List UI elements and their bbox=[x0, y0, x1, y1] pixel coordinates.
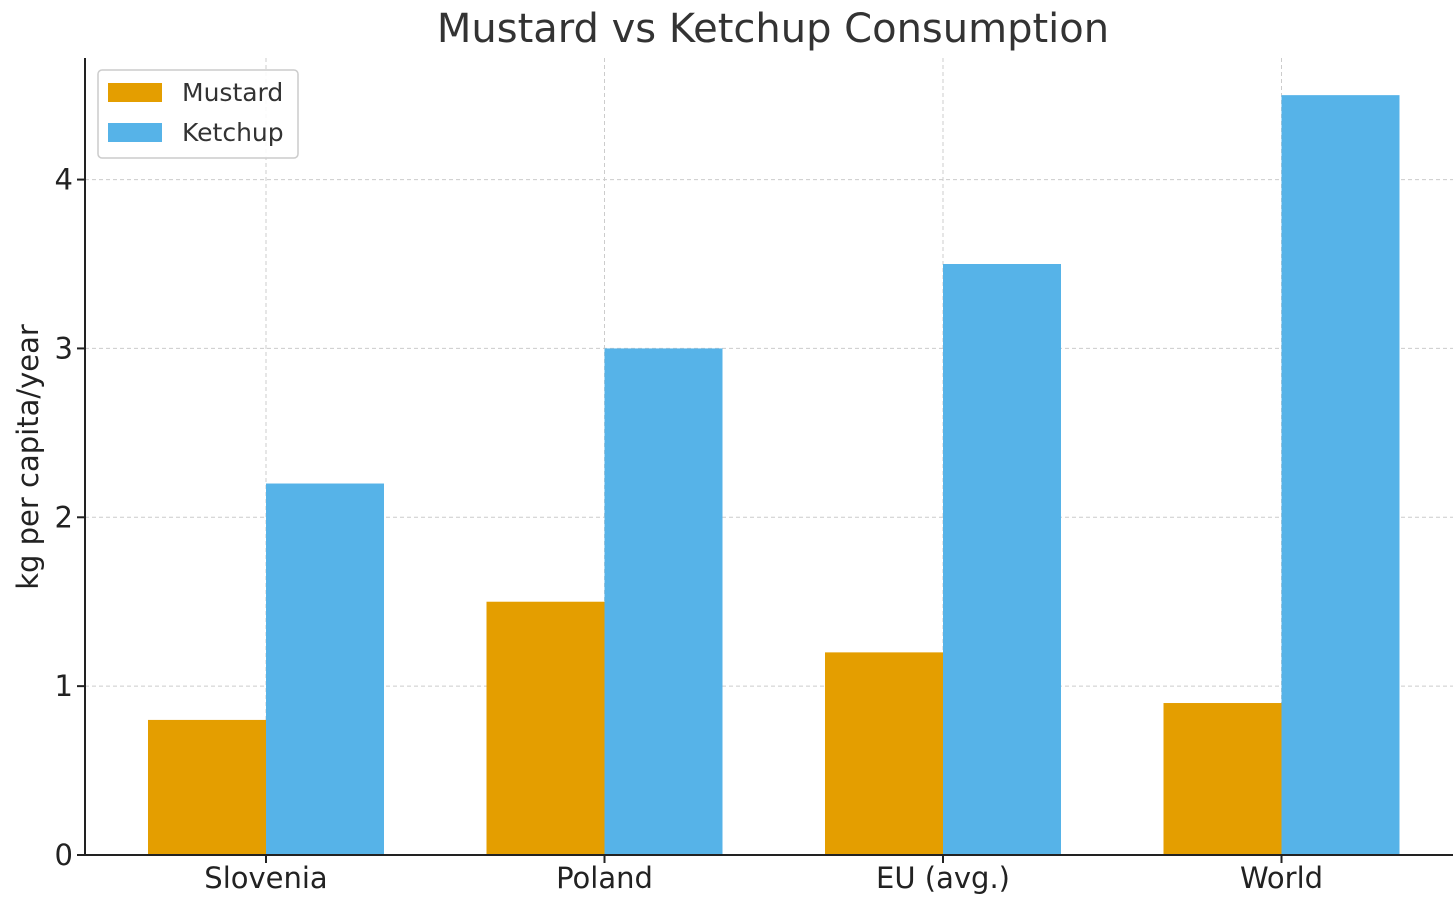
chart-title: Mustard vs Ketchup Consumption bbox=[437, 6, 1109, 52]
legend-swatch-mustard bbox=[108, 83, 162, 102]
bar-mustard bbox=[825, 652, 943, 855]
x-tick-label: EU (avg.) bbox=[876, 861, 1010, 895]
bars-layer bbox=[148, 95, 1400, 855]
x-tick-label: Slovenia bbox=[204, 861, 327, 895]
x-tick-label: World bbox=[1240, 861, 1323, 895]
bar-ketchup bbox=[266, 483, 384, 855]
legend-label-ketchup: Ketchup bbox=[182, 118, 284, 147]
legend: Mustard Ketchup bbox=[97, 69, 299, 159]
legend-label-mustard: Mustard bbox=[182, 78, 283, 107]
tick-labels-layer: 0 1 2 3 4 Slovenia Poland EU (avg.) World bbox=[55, 163, 1324, 895]
bar-mustard bbox=[486, 601, 605, 855]
y-axis-label: kg per capita/year bbox=[11, 324, 45, 590]
y-tick-label: 0 bbox=[55, 838, 73, 872]
y-tick-label: 1 bbox=[55, 669, 73, 703]
bar-ketchup bbox=[604, 348, 723, 855]
axes-layer bbox=[84, 58, 1453, 856]
y-tick-label: 2 bbox=[55, 500, 73, 534]
y-tick-label: 4 bbox=[55, 163, 73, 197]
bar-mustard bbox=[1163, 703, 1282, 855]
x-tick-label: Poland bbox=[556, 861, 653, 895]
bar-ketchup bbox=[1281, 95, 1400, 855]
legend-swatch-ketchup bbox=[108, 123, 162, 142]
bar-ketchup bbox=[943, 264, 1061, 855]
bar-mustard bbox=[148, 719, 266, 855]
y-tick-label: 3 bbox=[55, 331, 73, 365]
